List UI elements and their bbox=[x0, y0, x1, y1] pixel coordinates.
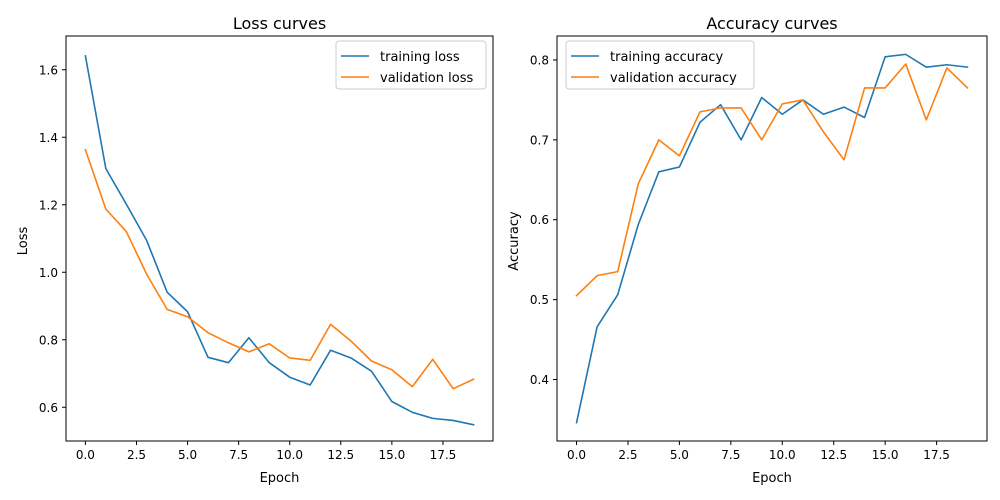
accuracy-chart-ylabel: Accuracy bbox=[507, 211, 522, 271]
series-line-validation-accuracy bbox=[575, 63, 969, 297]
x-tick-label: 15.0 bbox=[379, 448, 406, 462]
x-tick-label: 2.5 bbox=[127, 448, 146, 462]
loss-chart-title: Loss curves bbox=[233, 14, 326, 33]
x-tick-label: 5.0 bbox=[670, 448, 689, 462]
legend-label-training-accuracy: training accuracy bbox=[610, 50, 723, 65]
series-line-validation-loss bbox=[84, 148, 475, 390]
plot-frame bbox=[65, 35, 494, 442]
accuracy-chart-series bbox=[575, 53, 969, 424]
x-tick-label: 12.5 bbox=[820, 448, 847, 462]
x-tick-label: 7.5 bbox=[229, 448, 248, 462]
x-tick-label: 0.0 bbox=[567, 448, 586, 462]
y-tick-label: 0.8 bbox=[530, 53, 549, 67]
loss-chart-xlabel: Epoch bbox=[260, 471, 300, 486]
loss-chart: Loss curves Epoch Loss 0.0 2.5 5.0 7.5 10.0 1… bbox=[16, 14, 494, 486]
y-tick-label: 1.4 bbox=[39, 131, 58, 145]
accuracy-chart: Accuracy curves Epoch Accuracy 0.0 2.5 5.0… bbox=[507, 14, 988, 486]
y-tick-label: 1.2 bbox=[39, 198, 58, 212]
x-tick-label: 10.0 bbox=[769, 448, 796, 462]
loss-chart-legend: training loss validation loss bbox=[335, 40, 487, 90]
accuracy-chart-title: Accuracy curves bbox=[706, 14, 837, 33]
legend-label-validation-loss: validation loss bbox=[380, 71, 473, 86]
y-tick-label: 0.7 bbox=[530, 133, 549, 147]
series-line-training-loss bbox=[84, 54, 475, 426]
x-tick-label: 12.5 bbox=[327, 448, 354, 462]
x-tick-label: 0.0 bbox=[76, 448, 95, 462]
accuracy-chart-axes: 0.0 2.5 5.0 7.5 10.0 12.5 15.0 17.5 0.4 0.5 0.6 0.7… bbox=[530, 35, 988, 462]
legend-frame bbox=[335, 40, 487, 90]
y-tick-label: 0.6 bbox=[530, 213, 549, 227]
loss-chart-series bbox=[84, 54, 475, 426]
y-tick-label: 0.6 bbox=[39, 401, 58, 415]
x-tick-label: 10.0 bbox=[276, 448, 303, 462]
legend-label-validation-accuracy: validation accuracy bbox=[610, 71, 737, 86]
y-tick-label: 0.8 bbox=[39, 333, 58, 347]
y-tick-label: 1.0 bbox=[39, 266, 58, 280]
loss-chart-axes: 0.0 2.5 5.0 7.5 10.0 12.5 15.0 17.5 0.6 0.8 1.0 1.2… bbox=[39, 35, 494, 462]
x-tick-label: 2.5 bbox=[618, 448, 637, 462]
x-tick-label: 7.5 bbox=[721, 448, 740, 462]
x-tick-label: 17.5 bbox=[430, 448, 457, 462]
y-tick-label: 1.6 bbox=[39, 63, 58, 77]
y-tick-label: 0.5 bbox=[530, 293, 549, 307]
x-tick-label: 17.5 bbox=[923, 448, 950, 462]
plot-frame bbox=[556, 35, 988, 442]
loss-chart-ylabel: Loss bbox=[16, 227, 31, 256]
y-tick-label: 0.4 bbox=[530, 373, 549, 387]
x-tick-label: 15.0 bbox=[872, 448, 899, 462]
x-tick-label: 5.0 bbox=[178, 448, 197, 462]
accuracy-chart-legend: training accuracy validation accuracy bbox=[565, 40, 755, 90]
legend-label-training-loss: training loss bbox=[380, 50, 460, 65]
series-line-training-accuracy bbox=[575, 53, 969, 424]
accuracy-chart-xlabel: Epoch bbox=[752, 471, 792, 486]
legend-frame bbox=[565, 40, 755, 90]
